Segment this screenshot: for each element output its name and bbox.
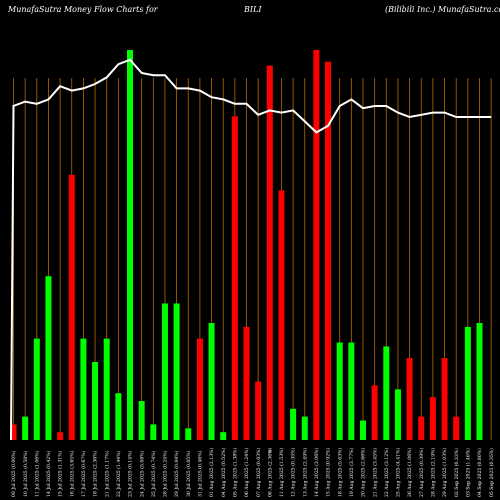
money-flow-bar <box>301 416 308 440</box>
money-flow-bar <box>138 401 145 440</box>
x-tick-label: 11 Jul 2025 (1.06%) <box>33 450 40 497</box>
money-flow-bar <box>231 116 238 441</box>
x-tick-label: 29 Aug 2025 (1.03%) <box>441 447 448 497</box>
x-tick-label: 28 Jul 2025 (0.24%) <box>162 450 169 497</box>
x-tick-label: 14 Aug 2025 (3.06%) <box>313 447 320 497</box>
money-flow-bar <box>336 342 343 440</box>
money-flow-bar <box>161 303 168 440</box>
x-tick-label: 17 Jul 2025 (0.67%) <box>80 450 87 497</box>
money-flow-bar <box>464 326 471 440</box>
x-tick-label: 21 Jul 2025 (1.17%) <box>103 450 110 497</box>
money-flow-bar <box>418 416 425 440</box>
x-tick-label: 25 Aug 2025 (4.41%) <box>395 447 402 497</box>
x-tick-label: 03 Sep 2025 (1.46%) <box>464 448 471 497</box>
x-tick-label: 22 Aug 2025 (3.12%) <box>383 447 390 497</box>
money-flow-bars <box>10 50 483 441</box>
x-tick-label: 11 Aug 2025 (1.53%) <box>278 447 285 497</box>
money-flow-bar <box>348 342 355 440</box>
money-flow-bar <box>394 389 401 440</box>
money-flow-bar <box>10 424 17 440</box>
x-tick-label: 15 Jul 2025 (1.31%) <box>57 450 64 497</box>
money-flow-bar <box>150 424 157 440</box>
x-tick-label: 18 Jul 2025 (2.36%) <box>92 450 99 497</box>
x-tick-label: 24 Jul 2025 (5.08%) <box>138 450 145 497</box>
x-tick-label: 20 Aug 2025 (2.66%) <box>360 447 367 497</box>
x-tick-label: 30 Jul 2025 (0.05%) <box>185 450 192 497</box>
x-tick-label: 27 Aug 2025 (0.39%) <box>418 447 425 497</box>
money-flow-bar <box>208 323 215 440</box>
x-tick-label: 07 Aug 2025 (0.63%) <box>255 447 262 497</box>
money-flow-bar <box>115 393 122 440</box>
x-tick-label: 16 Jul 2025 (3.65%) <box>68 450 75 497</box>
x-tick-label: 13 Aug 2025 (2.49%) <box>301 447 308 497</box>
money-flow-bar <box>255 381 262 440</box>
money-flow-bar <box>383 346 390 440</box>
price-line <box>10 58 492 441</box>
money-flow-bar <box>127 50 133 440</box>
money-flow-bar <box>266 65 273 440</box>
money-flow-bar <box>196 338 203 440</box>
money-flow-bar <box>92 362 99 440</box>
x-tick-label: 02 Sep 2025 (0.33%) <box>453 448 460 497</box>
money-flow-bar <box>313 50 320 440</box>
x-tick-label: 04 Aug 2025 (0.52%) <box>220 447 227 497</box>
chart-header-right: (Bilibili Inc.) MunafaSutra.com <box>385 5 500 14</box>
x-tick-label: 14 Jul 2025 (0.42%) <box>45 450 52 497</box>
x-tick-labels: 09 Jul 2025 (0.00%) 10 Jul 2025 (0.58%) 11… <box>10 447 495 497</box>
x-tick-label: 29 Jul 2025 (0.04%) <box>173 450 180 497</box>
chart-header-left: MunafaSutra Money Flow Charts for <box>7 5 159 14</box>
money-flow-bar <box>325 61 332 440</box>
money-flow-bar <box>476 323 483 440</box>
money-flow-bar <box>173 303 180 440</box>
money-flow-bar <box>57 432 64 440</box>
x-tick-label: 05 Aug 2025 (1.38%) <box>231 447 238 497</box>
x-axis-label: 0 <box>268 449 271 455</box>
money-flow-bar <box>429 397 436 440</box>
money-flow-bar <box>33 338 40 440</box>
money-flow-bar <box>68 174 75 441</box>
money-flow-bar <box>45 276 52 440</box>
chart-header-symbol: BILI <box>243 5 262 14</box>
money-flow-bar <box>243 326 250 440</box>
money-flow-bar <box>22 416 29 440</box>
x-tick-label: 25 Jul 2025 (0.74%) <box>150 450 157 497</box>
x-tick-label: 12 Aug 2025 (0.35%) <box>290 447 297 497</box>
x-tick-label: 04 Sep 2025 (0.80%) <box>476 448 483 497</box>
money-flow-bar <box>185 428 192 440</box>
money-flow-bar <box>278 190 285 440</box>
x-tick-label: 05 Sep 2025 (0.35%) <box>488 448 495 497</box>
x-tick-label: 01 Aug 2025 (2.13%) <box>208 447 215 497</box>
x-tick-label: 08 Aug 2025 (2.36%) <box>266 447 273 497</box>
x-tick-label: 26 Aug 2025 (1.06%) <box>406 447 413 497</box>
money-flow-bar <box>290 408 297 440</box>
money-flow-bar <box>371 385 378 440</box>
x-tick-label: 21 Aug 2025 (3.45%) <box>371 447 378 497</box>
x-tick-label: 10 Jul 2025 (0.58%) <box>22 450 29 497</box>
money-flow-bar <box>406 358 413 440</box>
money-flow-bar <box>103 338 110 440</box>
x-tick-label: 28 Aug 2025 (2.19%) <box>430 447 437 497</box>
x-tick-label: 23 Jul 2025 (0.14%) <box>127 450 134 497</box>
money-flow-bar <box>220 432 227 440</box>
x-tick-label: 06 Aug 2025 (1.24%) <box>243 447 250 497</box>
money-flow-bar <box>360 420 366 440</box>
x-tick-label: 22 Jul 2025 (1.44%) <box>115 450 122 497</box>
money-flow-bar <box>453 416 460 440</box>
x-tick-label: 31 Jul 2025 (0.46%) <box>197 450 204 497</box>
x-tick-label: 19 Aug 2025 (3.77%) <box>348 447 355 497</box>
x-tick-label: 18 Aug 2025 (5.63%) <box>336 447 343 497</box>
money-flow-bar <box>441 358 448 440</box>
x-tick-label: 09 Jul 2025 (0.00%) <box>10 450 17 497</box>
money-flow-bar <box>80 338 87 440</box>
x-tick-label: 15 Aug 2025 (0.92%) <box>325 447 332 497</box>
